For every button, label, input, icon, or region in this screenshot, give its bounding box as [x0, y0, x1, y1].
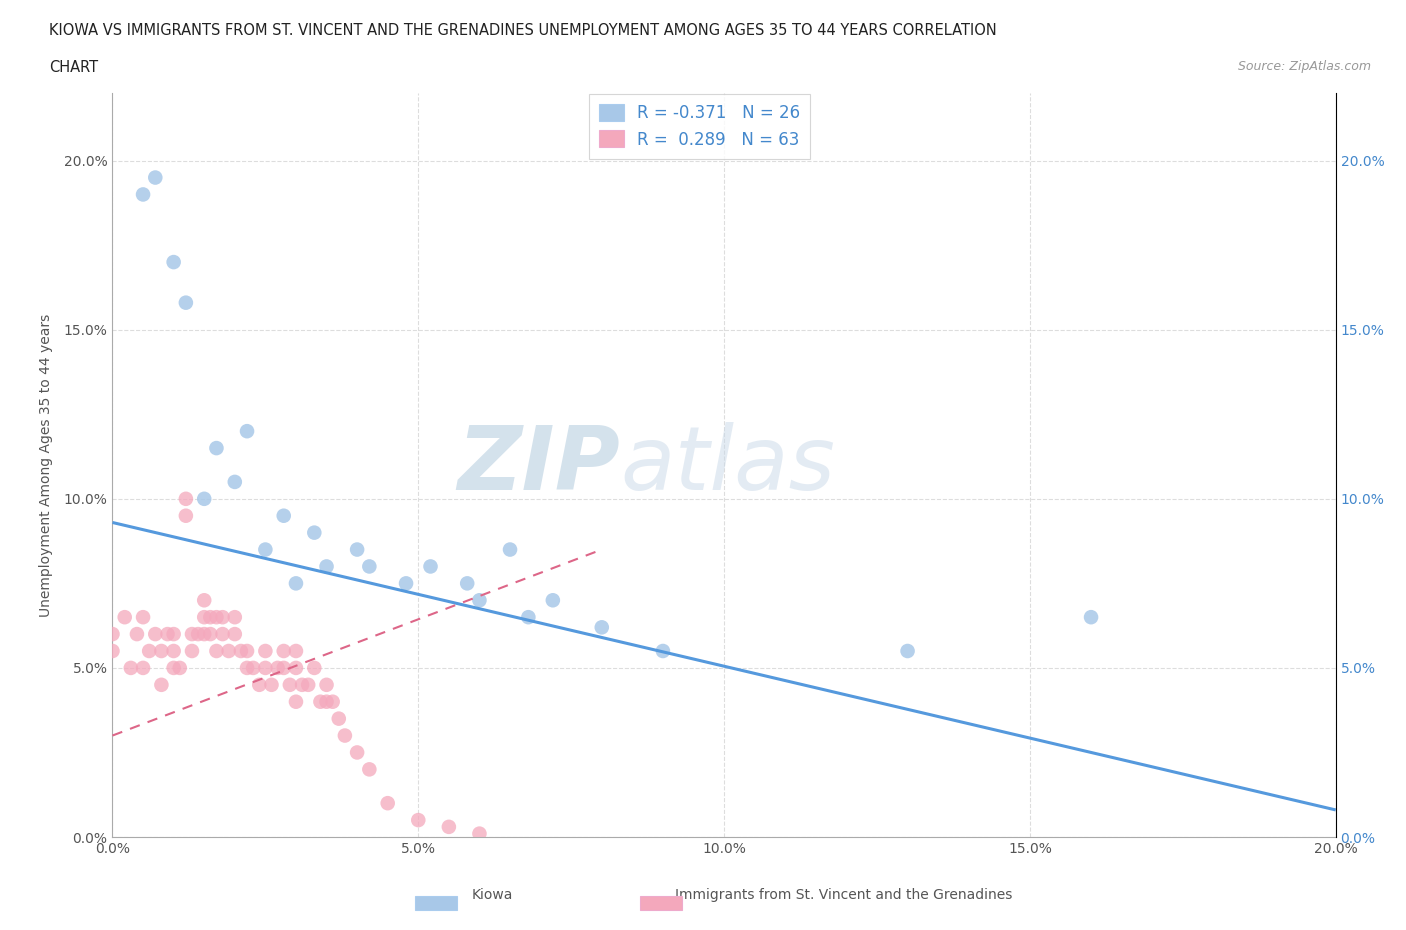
- Point: [125, 627, 148, 642]
- Text: Source: ZipAtlas.com: Source: ZipAtlas.com: [1237, 60, 1371, 73]
- Point: [224, 610, 246, 625]
- Point: [205, 610, 228, 625]
- Point: [437, 819, 460, 834]
- Point: [236, 660, 259, 675]
- Point: [346, 542, 368, 557]
- Point: [174, 491, 197, 506]
- Point: [101, 627, 124, 642]
- Point: [897, 644, 920, 658]
- Point: [193, 592, 215, 607]
- Point: [163, 644, 186, 658]
- Point: [138, 644, 160, 658]
- Point: [143, 170, 166, 185]
- Point: [254, 660, 277, 675]
- Point: [260, 677, 283, 692]
- Point: [224, 474, 246, 489]
- Point: [150, 677, 173, 692]
- Text: atlas: atlas: [620, 422, 835, 508]
- Point: [181, 627, 204, 642]
- Point: [273, 509, 295, 524]
- Point: [200, 627, 222, 642]
- Point: [408, 813, 430, 828]
- Point: [328, 711, 350, 726]
- Point: [273, 644, 295, 658]
- Point: [652, 644, 675, 658]
- Text: CHART: CHART: [49, 60, 98, 75]
- Text: KIOWA VS IMMIGRANTS FROM ST. VINCENT AND THE GRENADINES UNEMPLOYMENT AMONG AGES : KIOWA VS IMMIGRANTS FROM ST. VINCENT AND…: [49, 23, 997, 38]
- Point: [346, 745, 368, 760]
- Point: [273, 660, 295, 675]
- Point: [284, 576, 308, 591]
- Point: [456, 576, 478, 591]
- Point: [284, 660, 308, 675]
- Point: [150, 644, 173, 658]
- Point: [284, 644, 308, 658]
- Point: [517, 610, 540, 625]
- Point: [200, 610, 222, 625]
- Point: [211, 610, 233, 625]
- Point: [304, 525, 326, 540]
- Point: [163, 660, 186, 675]
- Point: [419, 559, 441, 574]
- Point: [224, 627, 246, 642]
- Point: [309, 695, 332, 710]
- Point: [284, 695, 308, 710]
- Point: [499, 542, 522, 557]
- Point: [266, 660, 288, 675]
- Point: [315, 677, 337, 692]
- Point: [193, 610, 215, 625]
- Point: [254, 542, 277, 557]
- Point: [304, 660, 326, 675]
- Point: [174, 295, 197, 310]
- Point: [591, 620, 613, 635]
- Point: [163, 627, 186, 642]
- Point: [205, 644, 228, 658]
- Point: [229, 644, 252, 658]
- Point: [359, 559, 381, 574]
- Legend: R = -0.371   N = 26, R =  0.289   N = 63: R = -0.371 N = 26, R = 0.289 N = 63: [589, 94, 810, 158]
- Point: [315, 695, 337, 710]
- Point: [187, 627, 209, 642]
- Point: [181, 644, 204, 658]
- Text: Immigrants from St. Vincent and the Grenadines: Immigrants from St. Vincent and the Gren…: [675, 888, 1012, 902]
- Point: [236, 424, 259, 439]
- Point: [169, 660, 191, 675]
- Point: [205, 441, 228, 456]
- Point: [359, 762, 381, 777]
- Point: [322, 695, 344, 710]
- Point: [242, 660, 264, 675]
- Point: [132, 660, 155, 675]
- Point: [333, 728, 356, 743]
- Point: [132, 610, 155, 625]
- Point: [297, 677, 319, 692]
- Point: [291, 677, 314, 692]
- Point: [468, 592, 491, 607]
- Point: [1080, 610, 1102, 625]
- Point: [395, 576, 418, 591]
- Point: [193, 491, 215, 506]
- Text: Kiowa: Kiowa: [471, 888, 513, 902]
- Point: [114, 610, 136, 625]
- Point: [211, 627, 233, 642]
- Point: [541, 592, 564, 607]
- Point: [193, 627, 215, 642]
- Point: [101, 644, 124, 658]
- Point: [143, 627, 166, 642]
- Point: [174, 509, 197, 524]
- Point: [315, 559, 337, 574]
- Point: [377, 796, 399, 811]
- Point: [468, 826, 491, 841]
- Point: [254, 644, 277, 658]
- Point: [247, 677, 270, 692]
- Point: [236, 644, 259, 658]
- Point: [132, 187, 155, 202]
- Point: [120, 660, 142, 675]
- Y-axis label: Unemployment Among Ages 35 to 44 years: Unemployment Among Ages 35 to 44 years: [38, 313, 52, 617]
- Point: [156, 627, 179, 642]
- Point: [278, 677, 301, 692]
- Text: ZIP: ZIP: [457, 421, 620, 509]
- Point: [218, 644, 240, 658]
- Point: [163, 255, 186, 270]
